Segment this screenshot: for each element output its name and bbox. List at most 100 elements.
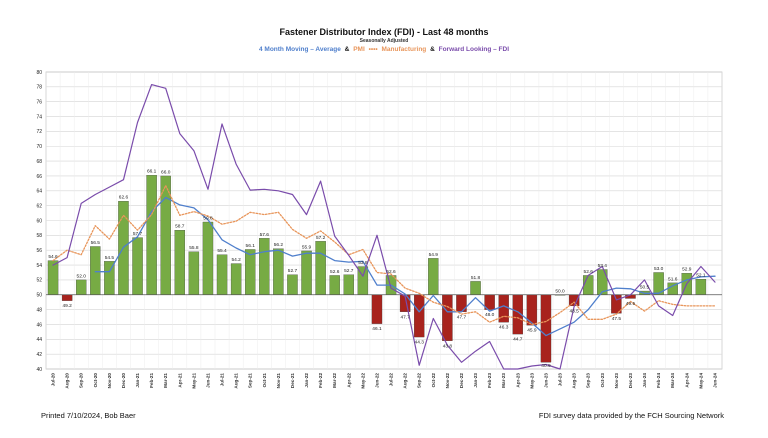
x-tick-label: Dec-23 bbox=[628, 373, 633, 389]
chart-title: Fastener Distributor Index (FDI) - Last … bbox=[279, 27, 489, 37]
bar-value-label: 53.8 bbox=[358, 260, 368, 266]
y-tick-label: 64 bbox=[36, 189, 42, 195]
fdi-bar bbox=[61, 294, 73, 301]
bar-value-label: 52.6 bbox=[386, 269, 396, 275]
x-tick-label: Aug-23 bbox=[572, 373, 577, 389]
y-tick-label: 66 bbox=[36, 174, 42, 180]
y-tick-label: 80 bbox=[36, 70, 42, 76]
bar-value-label: 47.5 bbox=[612, 316, 622, 322]
fdi-bar bbox=[456, 294, 467, 312]
bar-value-label: 48.0 bbox=[485, 312, 495, 318]
x-tick-label: Feb-21 bbox=[149, 373, 154, 388]
x-tick-label: Feb-23 bbox=[487, 373, 492, 388]
y-tick-label: 56 bbox=[36, 248, 42, 254]
forward-fdi-line bbox=[52, 84, 716, 370]
bar-value-label: 54.9 bbox=[429, 252, 439, 258]
bar-value-label: 45.9 bbox=[527, 328, 537, 334]
bar-value-label: 57.6 bbox=[260, 232, 270, 238]
bar-value-label: 52.6 bbox=[584, 269, 594, 275]
y-tick-label: 60 bbox=[36, 218, 42, 224]
x-tick-label: May-21 bbox=[191, 373, 196, 389]
fdi-bar bbox=[428, 258, 439, 295]
x-tick-label: Mar-24 bbox=[670, 373, 675, 388]
bar-value-label: 55.8 bbox=[189, 245, 199, 251]
x-tick-label: Sep-21 bbox=[248, 373, 253, 389]
y-tick-label: 42 bbox=[36, 352, 42, 358]
bar-value-label: 62.6 bbox=[119, 195, 129, 201]
y-tick-label: 78 bbox=[36, 85, 42, 91]
x-tick-label: Aug-22 bbox=[403, 373, 408, 389]
printed-note: Printed 7/10/2024, Bob Baer bbox=[41, 411, 136, 420]
fdi-bar bbox=[259, 238, 270, 295]
x-tick-label: Jun-21 bbox=[205, 373, 210, 388]
fdi-bar bbox=[470, 281, 481, 295]
bar-value-label: 66.0 bbox=[161, 169, 171, 175]
fdi-bar bbox=[442, 294, 453, 341]
x-tick-label: Jul-20 bbox=[51, 373, 56, 387]
x-tick-label: Jul-22 bbox=[389, 373, 394, 387]
x-tick-label: Apr-22 bbox=[346, 373, 351, 388]
legend-separator: & bbox=[430, 46, 435, 53]
x-tick-label: Dec-22 bbox=[459, 373, 464, 389]
x-tick-label: Oct-21 bbox=[262, 373, 267, 388]
bar-value-label: 52.7 bbox=[288, 268, 298, 274]
bar-value-label: 57.2 bbox=[316, 235, 326, 241]
y-tick-label: 70 bbox=[36, 144, 42, 150]
fdi-bar bbox=[695, 279, 707, 295]
bar-value-label: 52.9 bbox=[682, 267, 692, 273]
x-tick-label: Sep-22 bbox=[417, 373, 422, 389]
y-tick-label: 76 bbox=[36, 100, 42, 106]
x-tick-label: Oct-20 bbox=[93, 373, 98, 388]
x-tick-label: Apr-23 bbox=[515, 373, 520, 388]
bar-value-label: 46.1 bbox=[372, 326, 382, 332]
x-tick-label: Jul-21 bbox=[220, 373, 225, 387]
bar-value-label: 54.5 bbox=[105, 255, 115, 261]
bar-value-label: 50.0 bbox=[555, 288, 565, 294]
bar-value-label: 52.0 bbox=[77, 273, 87, 279]
fdi-bar bbox=[343, 274, 355, 295]
fdi-bar bbox=[329, 275, 340, 295]
x-tick-label: Jan-23 bbox=[473, 373, 478, 388]
x-tick-label: Apr-24 bbox=[684, 373, 689, 388]
fdi-bar bbox=[75, 279, 87, 295]
x-tick-label: May-24 bbox=[698, 373, 703, 389]
bar-value-label: 53.4 bbox=[598, 263, 608, 269]
y-tick-label: 44 bbox=[36, 337, 42, 343]
x-tick-label: Jun-22 bbox=[374, 373, 379, 388]
bar-value-label: 66.1 bbox=[147, 169, 157, 175]
x-tick-label: Mar-21 bbox=[163, 373, 168, 388]
bar-value-label: 55.4 bbox=[217, 248, 227, 254]
legend-moving-average: 4 Month Moving – Average bbox=[258, 46, 341, 53]
bar-value-label: 56.1 bbox=[246, 243, 256, 249]
fdi-bar bbox=[371, 294, 383, 324]
bar-value-label: 52.7 bbox=[344, 268, 354, 274]
bar-value-label: 54.2 bbox=[231, 257, 241, 263]
chart-legend: 4 Month Moving – Average & PMI •••• Manu… bbox=[0, 46, 768, 53]
pmi-line bbox=[52, 184, 716, 326]
x-tick-label: Aug-21 bbox=[234, 373, 239, 389]
fdi-bar bbox=[146, 175, 157, 295]
x-tick-label: Sep-23 bbox=[586, 373, 591, 389]
x-tick-label: Jun-24 bbox=[712, 373, 717, 388]
x-tick-label: Jan-22 bbox=[304, 373, 309, 388]
x-tick-label: Oct-22 bbox=[431, 373, 436, 388]
y-tick-label: 40 bbox=[36, 367, 42, 373]
data-source-note: FDI survey data provided by the FCH Sour… bbox=[538, 411, 724, 420]
bar-value-label: 44.7 bbox=[513, 337, 523, 343]
bar-value-label: 44.3 bbox=[415, 340, 425, 346]
bar-value-label: 55.9 bbox=[302, 244, 312, 250]
bar-value-label: 51.8 bbox=[471, 275, 481, 281]
bar-value-label: 46.3 bbox=[499, 325, 509, 331]
bar-value-label: 47.7 bbox=[400, 314, 410, 320]
bar-value-label: 52.6 bbox=[330, 269, 340, 275]
bar-value-label: 57.7 bbox=[133, 231, 143, 237]
legend-pmi-dots: •••• bbox=[368, 46, 378, 53]
y-tick-label: 46 bbox=[36, 322, 42, 328]
chart-subtitle: Seasonally Adjusted bbox=[359, 38, 409, 44]
y-tick-label: 54 bbox=[36, 263, 42, 269]
fdi-bar bbox=[132, 237, 143, 295]
x-tick-label: Oct-23 bbox=[600, 373, 605, 388]
x-tick-label: Feb-22 bbox=[318, 373, 323, 388]
